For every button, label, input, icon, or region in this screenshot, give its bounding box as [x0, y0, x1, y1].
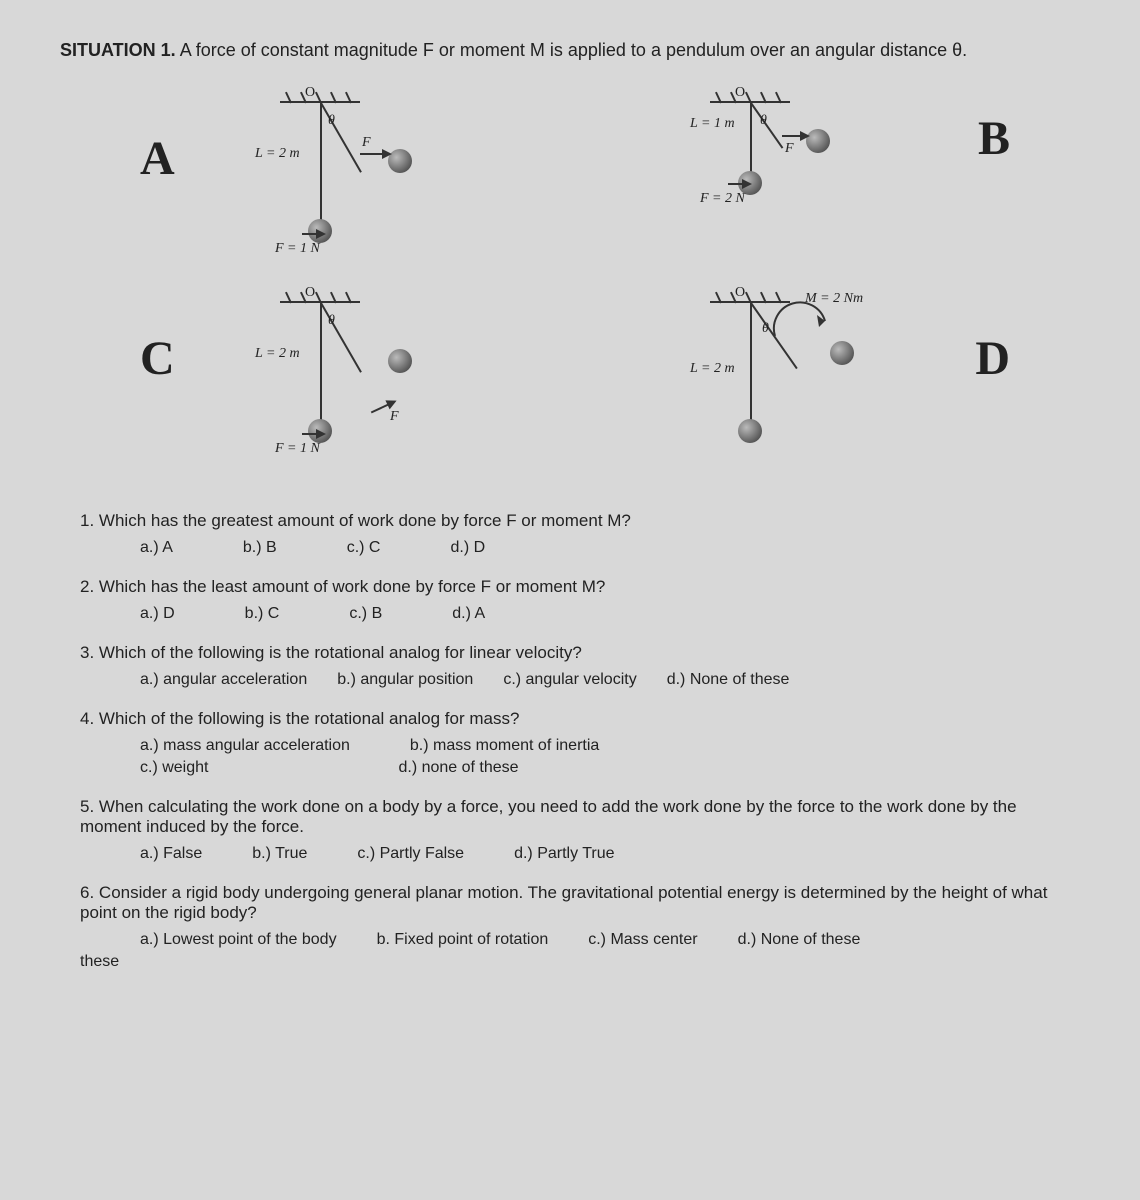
q1-c: c.) C: [347, 539, 381, 557]
trailing-these: these: [80, 953, 1080, 971]
situation-label: SITUATION 1.: [60, 40, 176, 60]
f-label-c: F: [390, 409, 399, 425]
force-b: F = 2 N: [700, 191, 745, 207]
situation-title: SITUATION 1. A force of constant magnitu…: [60, 40, 1080, 61]
q6-num: 6.: [80, 883, 94, 902]
l-a: L = 2 m: [255, 146, 300, 162]
pivot-o-d: O: [735, 285, 745, 301]
q6-text: Consider a rigid body undergoing general…: [80, 883, 1047, 922]
q4-d: d.) none of these: [398, 759, 518, 777]
q3-c: c.) angular velocity: [503, 671, 636, 689]
q4: 4. Which of the following is the rotatio…: [80, 709, 1080, 729]
q5-a: a.) False: [140, 845, 202, 863]
q6-b: b. Fixed point of rotation: [377, 931, 549, 949]
situation-text: A force of constant magnitude F or momen…: [180, 40, 967, 60]
l-b: L = 1 m: [690, 116, 735, 132]
f-label-a: F: [362, 135, 371, 151]
q1-d: d.) D: [450, 539, 485, 557]
q6-c: c.) Mass center: [588, 931, 697, 949]
letter-d: D: [975, 331, 1010, 386]
q3: 3. Which of the following is the rotatio…: [80, 643, 1080, 663]
q4-options: a.) mass angular acceleration b.) mass m…: [140, 737, 1080, 777]
l-c: L = 2 m: [255, 346, 300, 362]
diagram-d: D O θ M = 2 Nm L = 2 m: [590, 291, 1040, 471]
rod-b-vert: [750, 103, 752, 173]
q3-text: Which of the following is the rotational…: [99, 643, 582, 662]
rod-d-vert: [750, 303, 752, 423]
q4-c: c.) weight: [140, 759, 208, 777]
q5-d: d.) Partly True: [514, 845, 614, 863]
q2-text: Which has the least amount of work done …: [99, 577, 605, 596]
theta-c: θ: [328, 313, 335, 329]
letter-b: B: [978, 111, 1010, 166]
q6: 6. Consider a rigid body undergoing gene…: [80, 883, 1080, 923]
force-a: F = 1 N: [275, 241, 320, 257]
force-arrow-a2: [302, 233, 324, 235]
q3-b: b.) angular position: [337, 671, 473, 689]
diagrams-grid: A O θ F L = 2 m F = 1 N B O: [100, 91, 1040, 471]
bob-c-side: [388, 349, 412, 373]
diagram-b: B O θ F L = 1 m F = 2 N: [590, 91, 1040, 271]
q2-d: d.) A: [452, 605, 485, 623]
rod-c-ang: [320, 303, 362, 373]
bob-d-bottom: [738, 419, 762, 443]
moment-arc-icon: [770, 301, 840, 351]
q1-b: b.) B: [243, 539, 277, 557]
letter-c: C: [140, 331, 175, 386]
f-label-b: F: [785, 141, 794, 157]
q1-options: a.) A b.) B c.) C d.) D: [140, 539, 1080, 557]
m-d: M = 2 Nm: [805, 291, 863, 307]
q5-num: 5.: [80, 797, 94, 816]
q5-b: b.) True: [252, 845, 307, 863]
q3-d: d.) None of these: [667, 671, 790, 689]
q5-c: c.) Partly False: [357, 845, 464, 863]
pivot-o-c: O: [305, 285, 315, 301]
q4-a: a.) mass angular acceleration: [140, 737, 350, 755]
q3-options: a.) angular acceleration b.) angular pos…: [140, 671, 1080, 689]
force-arrow-c2: [302, 433, 324, 435]
q2: 2. Which has the least amount of work do…: [80, 577, 1080, 597]
letter-a: A: [140, 131, 175, 186]
q5-text: When calculating the work done on a body…: [80, 797, 1017, 836]
l-d: L = 2 m: [690, 361, 735, 377]
q1-text: Which has the greatest amount of work do…: [99, 511, 631, 530]
pivot-o-b: O: [735, 85, 745, 101]
q1: 1. Which has the greatest amount of work…: [80, 511, 1080, 531]
q6-options: a.) Lowest point of the body b. Fixed po…: [140, 931, 1080, 949]
q3-num: 3.: [80, 643, 94, 662]
q1-num: 1.: [80, 511, 94, 530]
q2-a: a.) D: [140, 605, 175, 623]
force-arrow-b: [782, 135, 808, 137]
theta-d: θ: [762, 321, 769, 337]
theta-b: θ: [760, 113, 767, 129]
q5-options: a.) False b.) True c.) Partly False d.) …: [140, 845, 1080, 863]
pivot-o-a: O: [305, 85, 315, 101]
rod-a-ang: [320, 103, 362, 173]
rod-c-vert: [320, 303, 322, 423]
force-c: F = 1 N: [275, 441, 320, 457]
q2-c: c.) B: [349, 605, 382, 623]
q1-a: a.) A: [140, 539, 173, 557]
q4-num: 4.: [80, 709, 94, 728]
q6-a: a.) Lowest point of the body: [140, 931, 337, 949]
q5: 5. When calculating the work done on a b…: [80, 797, 1080, 837]
diagram-c: C O θ F L = 2 m F = 1 N: [100, 291, 550, 471]
q4-b: b.) mass moment of inertia: [410, 737, 599, 755]
q3-a: a.) angular acceleration: [140, 671, 307, 689]
force-arrow-b2: [728, 183, 750, 185]
q2-num: 2.: [80, 577, 94, 596]
theta-a: θ: [328, 113, 335, 129]
force-arrow-a: [360, 153, 390, 155]
q2-options: a.) D b.) C c.) B d.) A: [140, 605, 1080, 623]
q4-text: Which of the following is the rotational…: [99, 709, 520, 728]
rod-a-vert: [320, 103, 322, 223]
q6-d: d.) None of these: [738, 931, 861, 949]
q2-b: b.) C: [245, 605, 280, 623]
diagram-a: A O θ F L = 2 m F = 1 N: [100, 91, 550, 271]
